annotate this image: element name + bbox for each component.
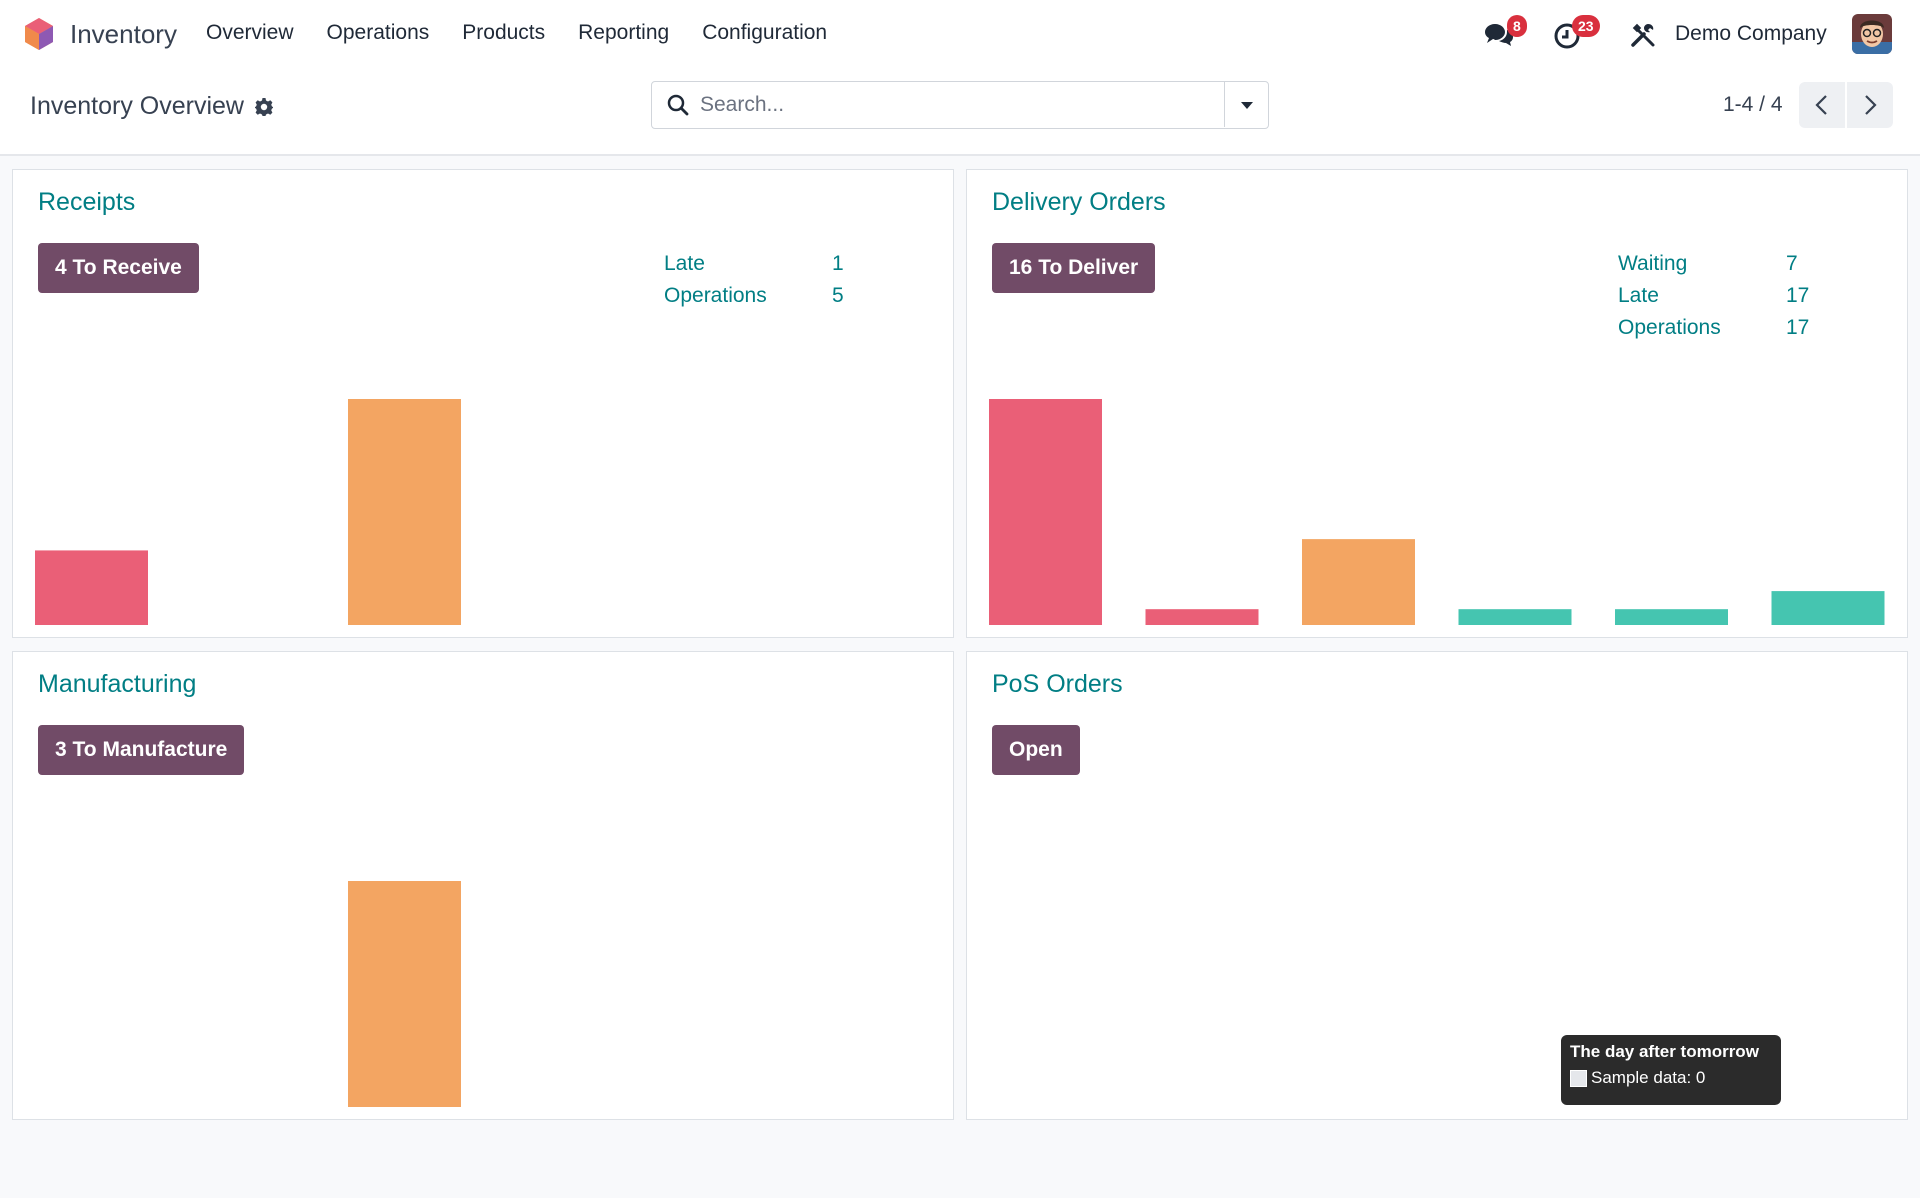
user-avatar[interactable] (1852, 14, 1892, 54)
card-title[interactable]: Delivery Orders (992, 188, 1166, 216)
stat-row[interactable]: Waiting 7 (1618, 248, 1809, 280)
gear-icon[interactable] (254, 97, 274, 117)
card-title[interactable]: Manufacturing (38, 670, 197, 698)
menu-operations[interactable]: Operations (326, 21, 430, 44)
delivery-orders-card: Delivery Orders 16 To Deliver Waiting 7 … (966, 169, 1908, 638)
card-title[interactable]: Receipts (38, 188, 136, 216)
delivery-stats: Waiting 7 Late 17 Operations 17 (1618, 248, 1809, 344)
chart-tooltip: The day after tomorrow Sample data: 0 (1561, 1035, 1781, 1105)
to-receive-button[interactable]: 4 To Receive (38, 243, 199, 293)
stat-row[interactable]: Operations 17 (1618, 312, 1809, 344)
pager-next-button[interactable] (1847, 82, 1893, 128)
stat-value[interactable]: 5 (832, 284, 844, 307)
control-panel: Inventory Overview 1-4 / 4 (0, 68, 1920, 156)
menu-configuration[interactable]: Configuration (702, 21, 828, 44)
chart-bar[interactable] (1458, 609, 1572, 625)
search-input[interactable] (700, 90, 1200, 120)
manufacturing-card: Manufacturing 3 To Manufacture (12, 651, 954, 1120)
chevron-left-icon (1815, 95, 1827, 115)
messages-badge: 8 (1507, 15, 1527, 37)
tools-icon[interactable] (1630, 22, 1656, 48)
receipts-card: Receipts 4 To Receive Late 1 Operations … (12, 169, 954, 638)
company-switcher[interactable]: Demo Company (1675, 22, 1827, 45)
stat-label[interactable]: Operations (1618, 316, 1721, 339)
tooltip-title: The day after tomorrow (1570, 1042, 1759, 1061)
to-manufacture-button[interactable]: 3 To Manufacture (38, 725, 245, 775)
chart-bar[interactable] (1615, 609, 1728, 625)
search-bar (651, 81, 1269, 129)
chart-bar[interactable] (1145, 609, 1259, 625)
stat-value[interactable]: 17 (1786, 316, 1810, 339)
chart-bar[interactable] (1771, 591, 1885, 625)
menu-products[interactable]: Products (462, 21, 546, 44)
pager-previous-button[interactable] (1799, 82, 1845, 128)
manufacturing-bar-chart[interactable] (13, 881, 955, 1107)
search-icon (667, 94, 689, 116)
menu-overview[interactable]: Overview (206, 21, 294, 44)
chart-bar[interactable] (348, 881, 461, 1107)
receipts-stats: Late 1 Operations 5 (664, 248, 844, 312)
open-session-button[interactable]: Open (992, 725, 1080, 775)
stat-label[interactable]: Late (664, 252, 705, 275)
caret-down-icon (1241, 102, 1253, 109)
pager-value[interactable]: 1-4 / 4 (1723, 93, 1783, 116)
inventory-app-icon[interactable] (22, 16, 56, 52)
stat-label[interactable]: Operations (664, 284, 767, 307)
menu-reporting[interactable]: Reporting (578, 21, 670, 44)
chart-bar[interactable] (989, 399, 1102, 625)
stat-row[interactable]: Late 17 (1618, 280, 1809, 312)
breadcrumb: Inventory Overview (30, 92, 274, 121)
activities-badge: 23 (1572, 15, 1600, 37)
stat-row[interactable]: Operations 5 (664, 280, 844, 312)
tooltip-label: Sample data: 0 (1591, 1068, 1706, 1087)
stat-value[interactable]: 17 (1786, 284, 1810, 307)
stat-value[interactable]: 1 (832, 252, 844, 275)
chevron-right-icon (1865, 95, 1877, 115)
stat-value[interactable]: 7 (1786, 252, 1798, 275)
chart-bar[interactable] (348, 399, 461, 625)
chart-bar[interactable] (1302, 539, 1415, 625)
receipts-bar-chart[interactable] (13, 399, 955, 625)
page-title: Inventory Overview (30, 92, 244, 120)
chart-bar[interactable] (35, 550, 148, 625)
main-menu: Overview Operations Products Reporting C… (206, 21, 860, 45)
stat-row[interactable]: Late 1 (664, 248, 844, 280)
app-name[interactable]: Inventory (70, 19, 177, 49)
stat-label[interactable]: Late (1618, 284, 1659, 307)
tooltip-row: Sample data: 0 (1570, 1068, 1772, 1088)
stat-label[interactable]: Waiting (1618, 252, 1688, 275)
tooltip-swatch (1570, 1069, 1587, 1087)
search-options-toggle[interactable] (1224, 82, 1268, 127)
delivery-bar-chart[interactable] (967, 399, 1909, 625)
to-deliver-button[interactable]: 16 To Deliver (992, 243, 1156, 293)
top-navbar: Inventory Overview Operations Products R… (0, 0, 1920, 68)
card-title[interactable]: PoS Orders (992, 670, 1123, 698)
